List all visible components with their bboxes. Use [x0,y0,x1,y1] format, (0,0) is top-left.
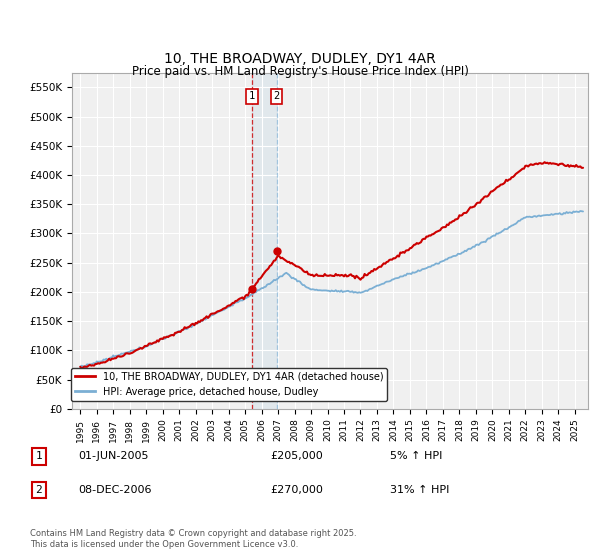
Text: 2: 2 [35,485,43,495]
Bar [252,73,277,409]
Text: 31% ↑ HPI: 31% ↑ HPI [390,485,449,495]
Text: 08-DEC-2006: 08-DEC-2006 [78,485,151,495]
Text: £205,000: £205,000 [270,451,323,461]
Text: 1: 1 [249,91,255,101]
Text: £270,000: £270,000 [270,485,323,495]
Text: 2: 2 [274,91,280,101]
Text: 01-JUN-2005: 01-JUN-2005 [78,451,149,461]
Legend: 10, THE BROADWAY, DUDLEY, DY1 4AR (detached house), HPI: Average price, detached: 10, THE BROADWAY, DUDLEY, DY1 4AR (detac… [71,368,387,400]
Text: 1: 1 [35,451,43,461]
Text: 5% ↑ HPI: 5% ↑ HPI [390,451,442,461]
Text: Price paid vs. HM Land Registry's House Price Index (HPI): Price paid vs. HM Land Registry's House … [131,65,469,78]
Text: 10, THE BROADWAY, DUDLEY, DY1 4AR: 10, THE BROADWAY, DUDLEY, DY1 4AR [164,52,436,66]
Text: Contains HM Land Registry data © Crown copyright and database right 2025.
This d: Contains HM Land Registry data © Crown c… [30,529,356,549]
